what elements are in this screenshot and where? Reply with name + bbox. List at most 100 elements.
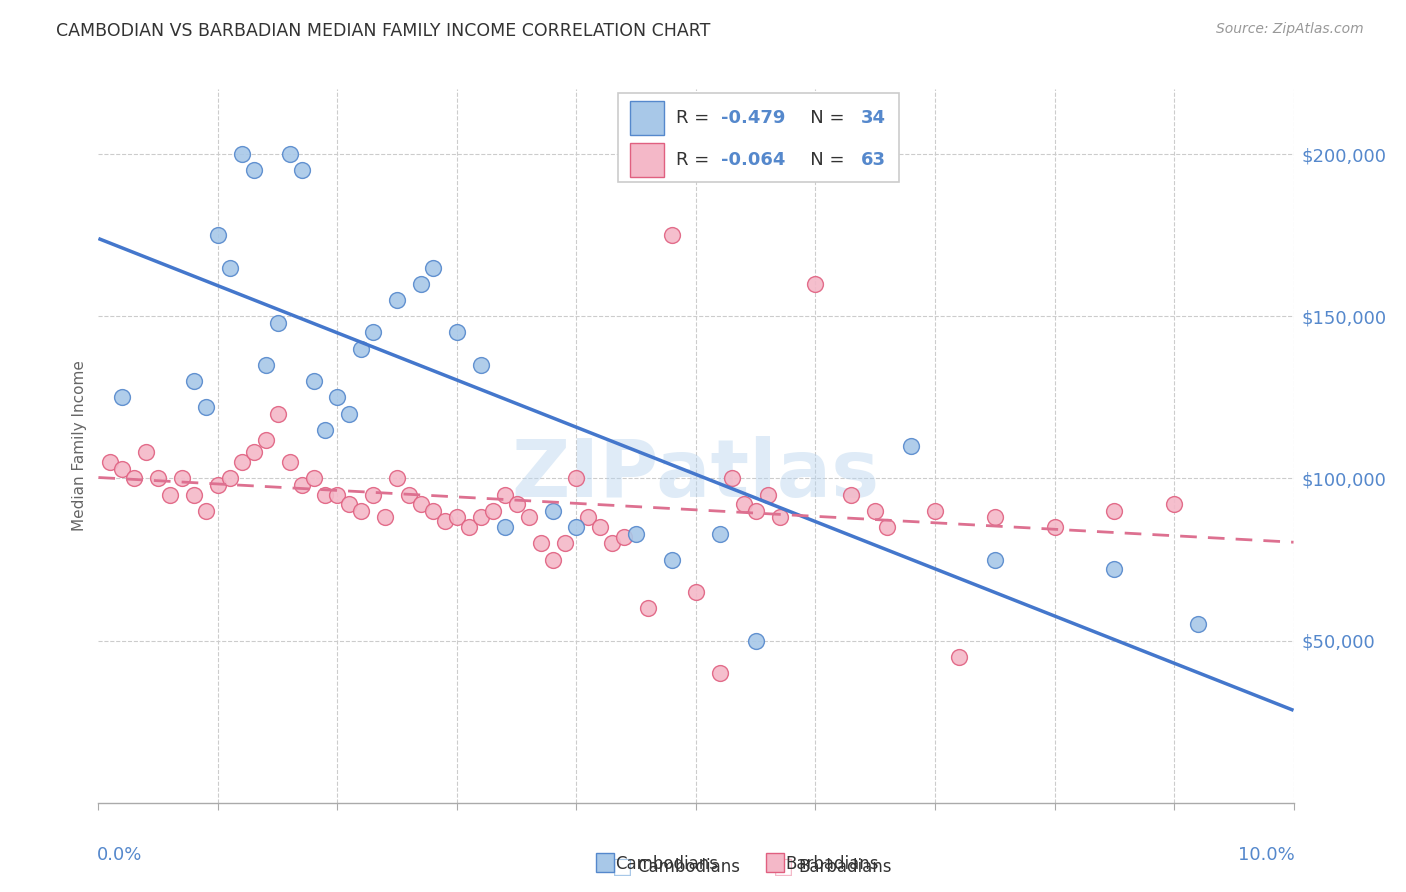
Point — [1163, 497, 1185, 511]
Point — [661, 228, 683, 243]
Point — [578, 510, 600, 524]
Point — [804, 277, 827, 291]
Point — [231, 455, 253, 469]
Point — [267, 316, 290, 330]
Point — [481, 504, 505, 518]
Point — [219, 471, 242, 485]
Point — [1104, 562, 1126, 576]
Point — [148, 50, 170, 64]
Text: 10.0%: 10.0% — [1237, 846, 1295, 863]
Point — [172, 471, 194, 485]
Point — [326, 390, 349, 404]
Point — [135, 445, 157, 459]
Point — [422, 260, 444, 275]
Point — [446, 326, 468, 340]
Text: ZIPatlas: ZIPatlas — [512, 435, 880, 514]
Text: 0.0%: 0.0% — [97, 846, 142, 863]
Point — [529, 536, 551, 550]
Point — [231, 147, 253, 161]
Text: Barbadians: Barbadians — [799, 858, 893, 876]
Point — [470, 358, 492, 372]
Point — [363, 488, 385, 502]
Text: 34: 34 — [860, 109, 886, 127]
Point — [565, 520, 588, 534]
Text: -0.064: -0.064 — [721, 151, 786, 169]
Point — [721, 471, 744, 485]
Point — [554, 536, 576, 550]
Y-axis label: Median Family Income: Median Family Income — [72, 360, 87, 532]
Point — [100, 455, 122, 469]
Point — [470, 510, 492, 524]
Point — [159, 488, 181, 502]
Point — [350, 342, 373, 356]
Point — [267, 407, 290, 421]
Point — [183, 374, 205, 388]
Point — [291, 163, 314, 178]
Point — [291, 478, 314, 492]
Point — [541, 504, 564, 518]
Text: Cambodians: Cambodians — [637, 858, 740, 876]
Point — [219, 260, 242, 275]
Point — [207, 228, 229, 243]
FancyBboxPatch shape — [630, 101, 664, 135]
Point — [745, 504, 768, 518]
Point — [506, 497, 529, 511]
Point — [1043, 520, 1066, 534]
Point — [626, 526, 648, 541]
Point — [195, 504, 218, 518]
Point — [984, 552, 1007, 566]
Point — [315, 488, 337, 502]
Point — [302, 471, 325, 485]
Point — [494, 520, 516, 534]
Point — [398, 488, 420, 502]
Point — [494, 488, 516, 502]
Point — [602, 536, 624, 550]
Point — [661, 552, 683, 566]
Point — [434, 514, 457, 528]
Point — [207, 478, 229, 492]
Point — [1104, 504, 1126, 518]
Point — [302, 374, 325, 388]
Point — [565, 471, 588, 485]
Text: R =: R = — [676, 151, 714, 169]
Point — [541, 552, 564, 566]
Point — [363, 326, 385, 340]
Point — [111, 461, 134, 475]
Point — [517, 510, 540, 524]
Point — [841, 488, 863, 502]
Point — [411, 277, 433, 291]
Point — [243, 445, 266, 459]
Point — [148, 471, 170, 485]
Text: Barbadians: Barbadians — [785, 855, 879, 872]
Point — [865, 504, 887, 518]
Text: Cambodians: Cambodians — [616, 855, 718, 872]
Point — [948, 649, 970, 664]
Point — [446, 510, 468, 524]
Text: □: □ — [773, 857, 794, 877]
Point — [183, 488, 205, 502]
Point — [339, 407, 360, 421]
Text: CAMBODIAN VS BARBADIAN MEDIAN FAMILY INCOME CORRELATION CHART: CAMBODIAN VS BARBADIAN MEDIAN FAMILY INC… — [56, 22, 710, 40]
Text: 63: 63 — [860, 151, 886, 169]
Text: R =: R = — [676, 109, 714, 127]
Point — [411, 497, 433, 511]
Point — [876, 520, 898, 534]
Point — [709, 526, 731, 541]
Point — [243, 163, 266, 178]
Point — [1187, 617, 1209, 632]
Point — [315, 423, 337, 437]
Point — [733, 497, 755, 511]
Point — [111, 390, 134, 404]
Point — [385, 293, 409, 307]
Point — [924, 504, 946, 518]
Point — [709, 666, 731, 681]
Text: □: □ — [612, 857, 633, 877]
Point — [374, 510, 396, 524]
Text: -0.479: -0.479 — [721, 109, 786, 127]
Point — [350, 504, 373, 518]
Point — [339, 497, 360, 511]
Point — [589, 520, 612, 534]
Point — [984, 510, 1007, 524]
Point — [254, 358, 277, 372]
Point — [195, 400, 218, 414]
